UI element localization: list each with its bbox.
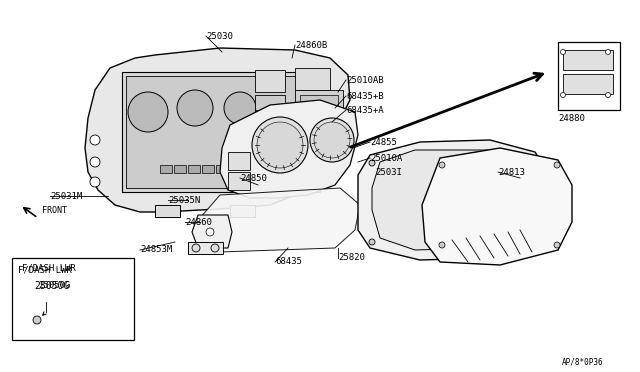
Polygon shape [220,100,358,198]
Circle shape [206,228,214,236]
Bar [563,50,613,70]
Circle shape [605,49,611,55]
Bar [202,165,214,173]
Bar [228,152,250,170]
Text: 24860B: 24860B [295,41,327,49]
Circle shape [439,242,445,248]
Circle shape [224,92,256,124]
Circle shape [252,117,308,173]
Text: 25820: 25820 [338,253,365,263]
Bar [228,172,250,190]
Text: 24855: 24855 [370,138,397,147]
Circle shape [439,162,445,168]
Text: 25050G: 25050G [34,281,69,291]
Bar [188,242,223,254]
Polygon shape [85,48,350,212]
Bar [255,70,285,92]
Bar [188,165,200,173]
Text: 25050G: 25050G [38,280,70,289]
Polygon shape [372,150,538,250]
Circle shape [545,239,551,245]
Circle shape [369,160,375,166]
Text: AP/8*0P36: AP/8*0P36 [562,357,604,366]
Bar [258,165,270,173]
Circle shape [561,93,566,97]
Text: F/DASH LWR: F/DASH LWR [22,263,76,273]
Text: 25010AB: 25010AB [346,76,383,84]
Bar [295,90,343,148]
Circle shape [128,92,168,132]
Bar [563,74,613,94]
Bar [216,165,228,173]
Bar [255,95,285,110]
Bar [300,95,338,119]
Circle shape [192,244,200,252]
Circle shape [257,122,303,168]
Circle shape [211,244,219,252]
Circle shape [554,242,560,248]
Polygon shape [422,148,572,265]
Text: 25010A: 25010A [370,154,403,163]
Bar [174,165,186,173]
Circle shape [90,135,100,145]
Circle shape [554,162,560,168]
Text: 24813: 24813 [498,167,525,176]
Circle shape [334,154,342,162]
Text: FRONT: FRONT [42,205,67,215]
Text: F/DASH LWR: F/DASH LWR [18,266,72,275]
Circle shape [545,160,551,166]
Circle shape [605,93,611,97]
Text: 24850: 24850 [240,173,267,183]
Text: 24880: 24880 [558,113,585,122]
Text: 24853M: 24853M [140,246,172,254]
Polygon shape [200,188,360,252]
Text: 68435+A: 68435+A [346,106,383,115]
Bar [122,72,320,192]
Text: 25031M: 25031M [50,192,83,201]
Bar [230,205,255,217]
Bar [230,165,242,173]
Polygon shape [358,140,548,260]
Bar [295,68,330,90]
Text: 2503I: 2503I [375,167,402,176]
Circle shape [90,177,100,187]
Circle shape [369,239,375,245]
Circle shape [177,90,213,126]
Bar [155,205,180,217]
Text: 25030: 25030 [206,32,233,41]
Text: 25035N: 25035N [168,196,200,205]
Text: 68435+B: 68435+B [346,92,383,100]
Bar [160,165,172,173]
Text: 24860: 24860 [185,218,212,227]
Circle shape [314,122,350,158]
Bar [300,122,338,144]
Bar [558,42,620,110]
Circle shape [310,118,354,162]
Bar [12,258,134,340]
Circle shape [33,316,41,324]
Polygon shape [192,215,232,248]
Circle shape [316,154,324,162]
Circle shape [90,157,100,167]
Circle shape [561,49,566,55]
Bar [126,76,316,188]
Text: 68435: 68435 [275,257,302,266]
Bar [244,165,256,173]
